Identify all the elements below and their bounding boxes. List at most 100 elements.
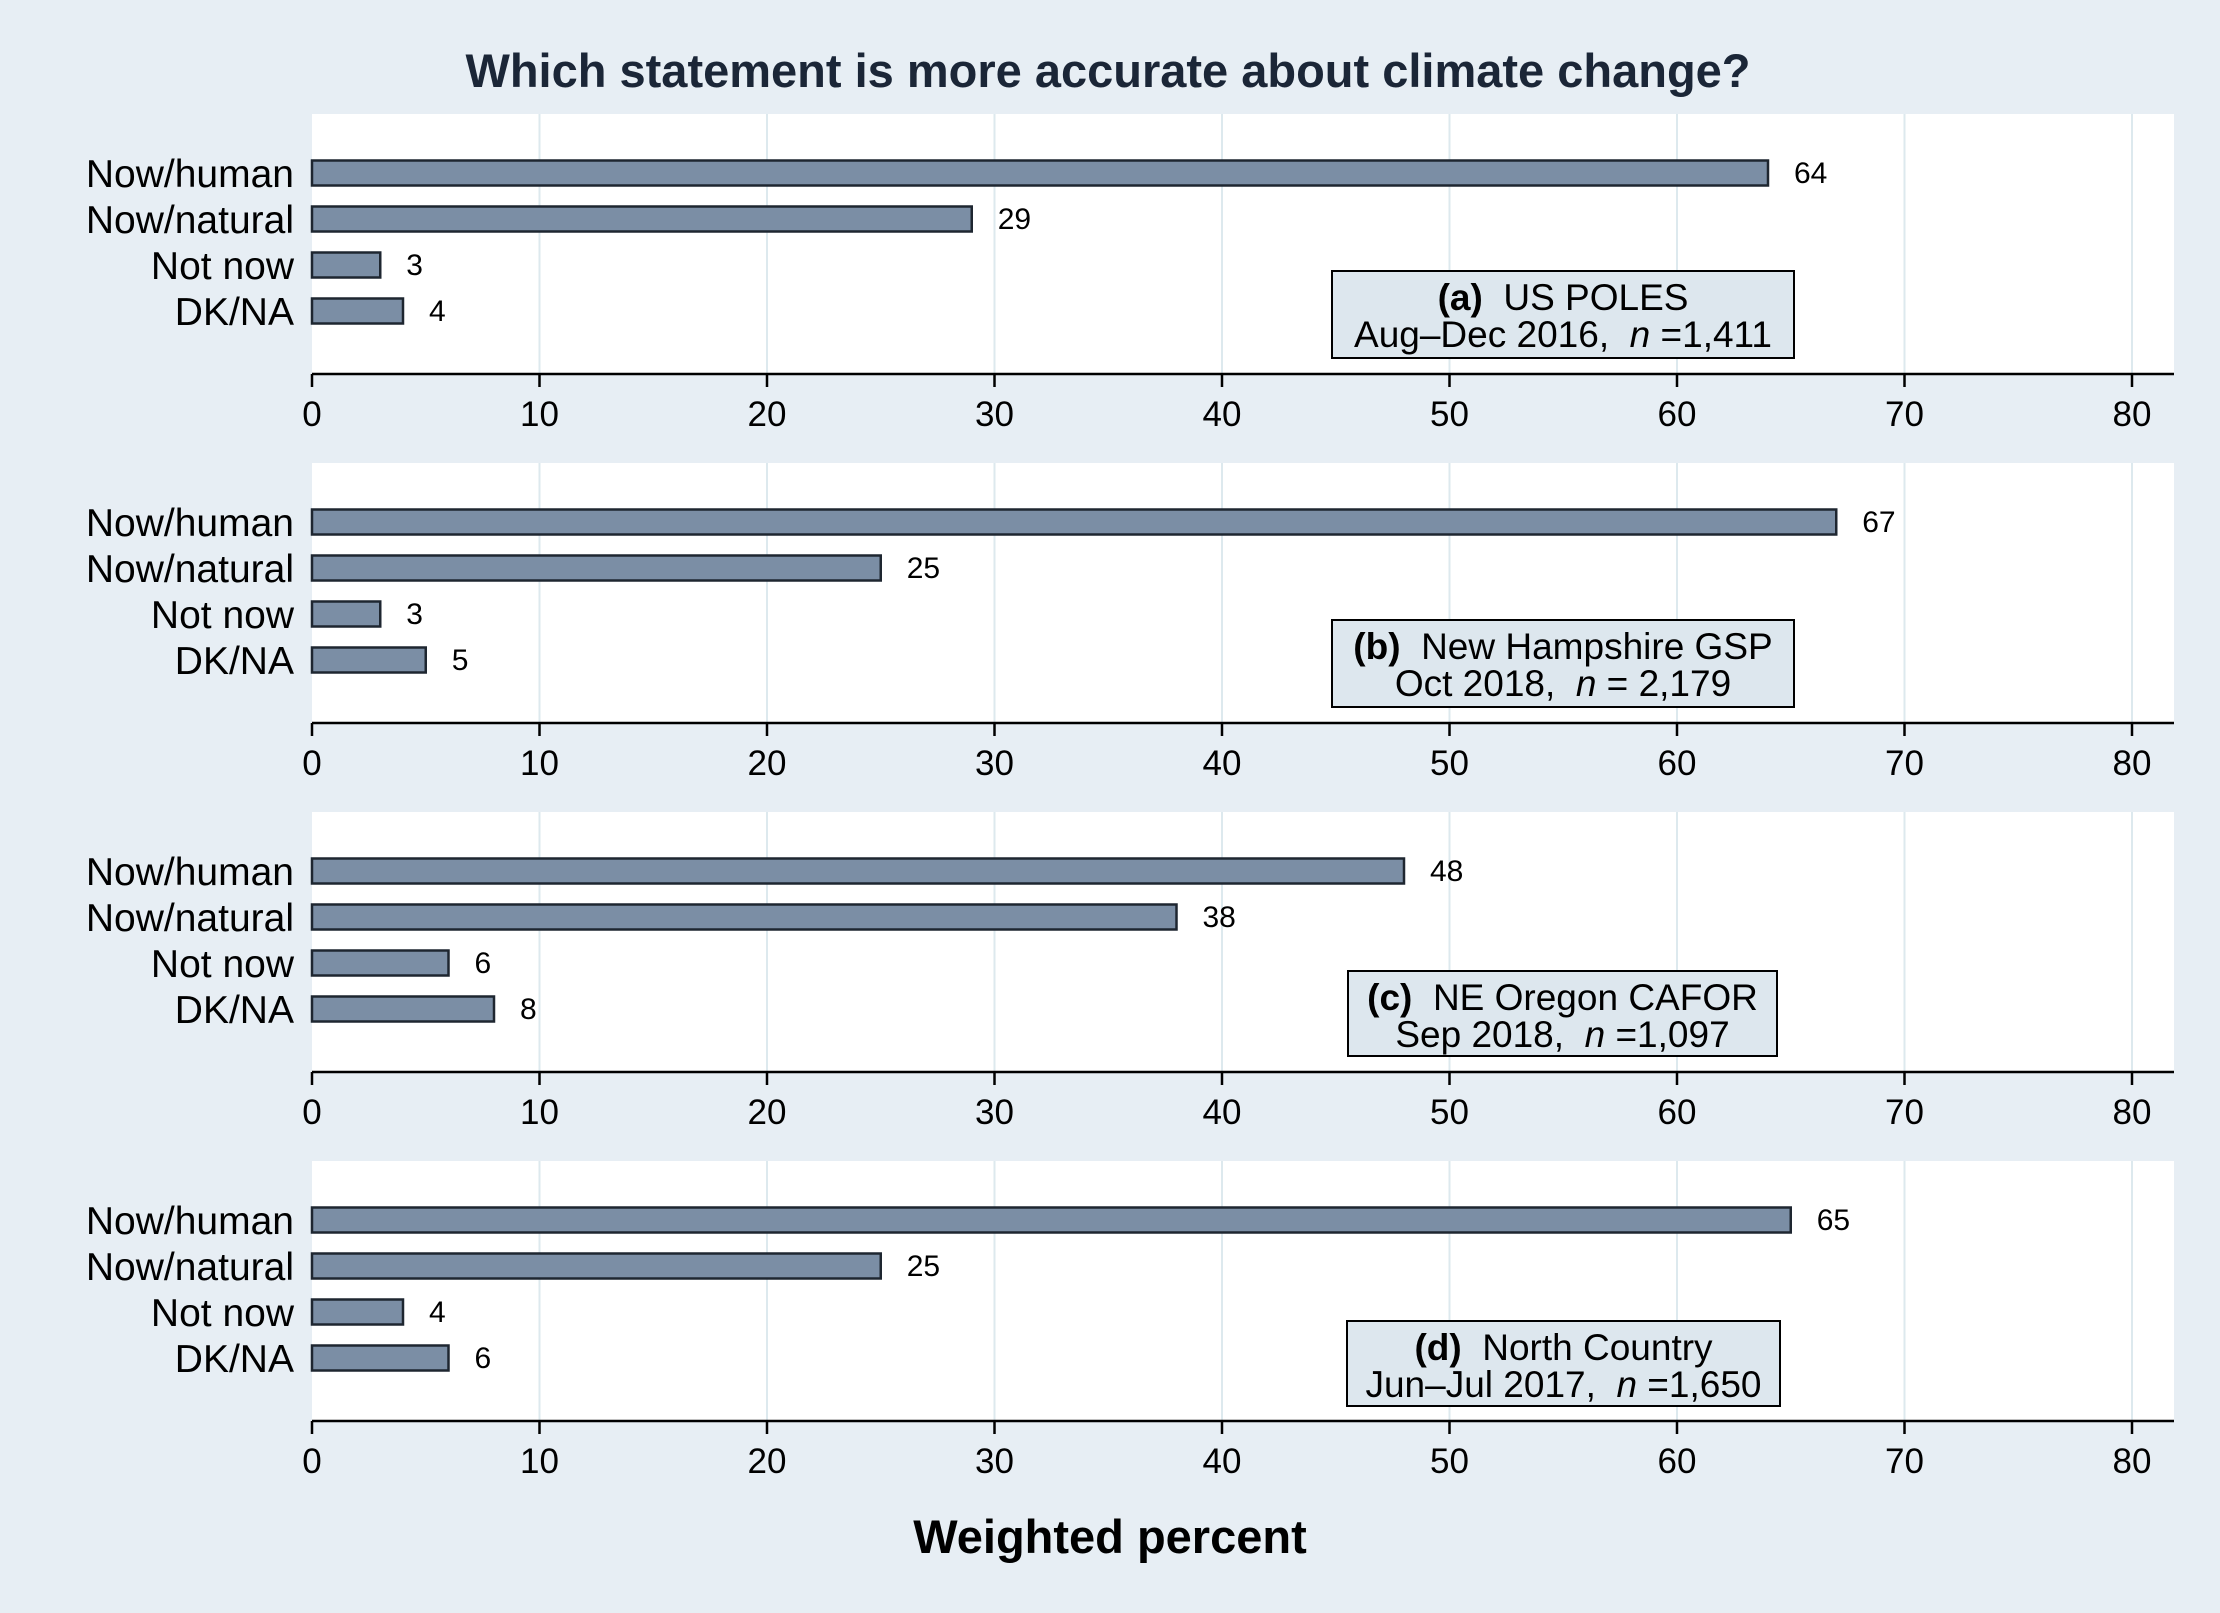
tick-label: 70 [1885, 744, 1924, 783]
tick-label: 10 [520, 1442, 559, 1481]
tick-label: 20 [748, 1442, 787, 1481]
tick-label: 30 [975, 1093, 1014, 1132]
bar-not-now [310, 251, 382, 279]
tick-label: 70 [1885, 1442, 1924, 1481]
bar-now-human [310, 159, 1770, 187]
panel-sample-info: Sep 2018, n =1,097 [1395, 1014, 1729, 1055]
tick-label: 60 [1658, 744, 1697, 783]
category-label: Now/natural [86, 548, 294, 591]
x-axis-label: Weighted percent [913, 1510, 1307, 1563]
category-label: DK/NA [175, 1338, 294, 1381]
tick-label: 40 [1203, 744, 1242, 783]
category-label: Now/natural [86, 1246, 294, 1289]
tick-label: 40 [1203, 1442, 1242, 1481]
tick-label: 50 [1430, 395, 1469, 434]
tick-label: 0 [302, 744, 321, 783]
tick-label: 80 [2113, 1093, 2152, 1132]
tick-label: 10 [520, 1093, 559, 1132]
tick-label: 10 [520, 744, 559, 783]
tick-label: 0 [302, 1093, 321, 1132]
bar-now-natural [310, 554, 882, 582]
tick-label: 20 [748, 744, 787, 783]
tick-label: 30 [975, 744, 1014, 783]
panel-2: 67 Now/human 25 Now/natural 3 Not now 5 DK/NA 0 1… [86, 463, 2174, 783]
panel-tag: (d) [1414, 1327, 1461, 1368]
bar-now-human [310, 1206, 1792, 1234]
value-label: 29 [998, 203, 1031, 236]
panel-name: (c) NE Oregon CAFOR [1367, 977, 1758, 1018]
panel-sample-info: Jun–Jul 2017, n =1,650 [1365, 1364, 1761, 1405]
panel-info-box [1331, 619, 1795, 708]
plot-area [312, 812, 2174, 1072]
category-label: Not now [151, 245, 295, 288]
tick-label: 20 [748, 395, 787, 434]
plot-area [312, 1161, 2174, 1421]
category-label: Not now [151, 943, 295, 986]
value-label: 64 [1794, 157, 1827, 190]
bar-not-now [310, 949, 450, 977]
value-label: 5 [452, 644, 469, 677]
bar-dk-na [310, 297, 405, 325]
bar-not-now [310, 1298, 405, 1326]
panel-tag: (b) [1353, 626, 1400, 667]
category-label: Now/natural [86, 897, 294, 940]
category-label: Not now [151, 1292, 295, 1335]
category-label: DK/NA [175, 989, 294, 1032]
chart-title: Which statement is more accurate about c… [465, 44, 1750, 97]
tick-label: 50 [1430, 1093, 1469, 1132]
tick-label: 20 [748, 1093, 787, 1132]
value-label: 4 [429, 295, 446, 328]
category-label: DK/NA [175, 291, 294, 334]
bar-now-human [310, 857, 1406, 885]
value-label: 25 [907, 1250, 940, 1283]
panel-tag: (c) [1367, 977, 1412, 1018]
category-label: Not now [151, 594, 295, 637]
tick-label: 50 [1430, 744, 1469, 783]
n-symbol: n [1630, 314, 1651, 355]
category-label: Now/human [86, 153, 294, 196]
n-symbol: n [1616, 1364, 1637, 1405]
tick-label: 60 [1658, 1442, 1697, 1481]
n-symbol: n [1576, 663, 1597, 704]
bar-now-natural [310, 205, 973, 233]
bar-now-human [310, 508, 1838, 536]
plot-area [312, 114, 2174, 374]
panel-tag: (a) [1438, 277, 1483, 318]
panel-name: (a) US POLES [1438, 277, 1689, 318]
n-symbol: n [1585, 1014, 1606, 1055]
category-label: Now/human [86, 502, 294, 545]
category-label: Now/human [86, 1200, 294, 1243]
tick-label: 80 [2113, 744, 2152, 783]
bar-dk-na [310, 1344, 450, 1372]
tick-label: 50 [1430, 1442, 1469, 1481]
bar-now-natural [310, 1252, 882, 1280]
value-label: 4 [429, 1296, 446, 1329]
value-label: 8 [520, 993, 537, 1026]
value-label: 6 [475, 1342, 492, 1375]
panel-sample-info: Oct 2018, n = 2,179 [1395, 663, 1731, 704]
tick-label: 60 [1658, 1093, 1697, 1132]
panel-info-box [1346, 1320, 1781, 1407]
value-label: 3 [406, 598, 423, 631]
tick-label: 30 [975, 1442, 1014, 1481]
panel-sample-info: Aug–Dec 2016, n =1,411 [1354, 314, 1772, 355]
bar-dk-na [310, 646, 427, 674]
category-label: Now/human [86, 851, 294, 894]
bar-now-natural [310, 903, 1178, 931]
panel-info-box [1331, 270, 1795, 359]
panel-info-box [1347, 970, 1778, 1057]
value-label: 67 [1862, 506, 1895, 539]
tick-label: 40 [1203, 395, 1242, 434]
value-label: 38 [1203, 901, 1236, 934]
tick-label: 0 [302, 395, 321, 434]
value-label: 65 [1817, 1204, 1850, 1237]
bar-not-now [310, 600, 382, 628]
tick-label: 0 [302, 1442, 321, 1481]
tick-label: 80 [2113, 395, 2152, 434]
panel-1: 64 Now/human 29 Now/natural 3 Not now 4 DK/NA 0 1… [86, 114, 2174, 434]
panel-name: (b) New Hampshire GSP [1353, 626, 1772, 667]
value-label: 3 [406, 249, 423, 282]
value-label: 6 [475, 947, 492, 980]
panel-4: 65 Now/human 25 Now/natural 4 Not now 6 DK/NA 0 1… [86, 1161, 2174, 1481]
